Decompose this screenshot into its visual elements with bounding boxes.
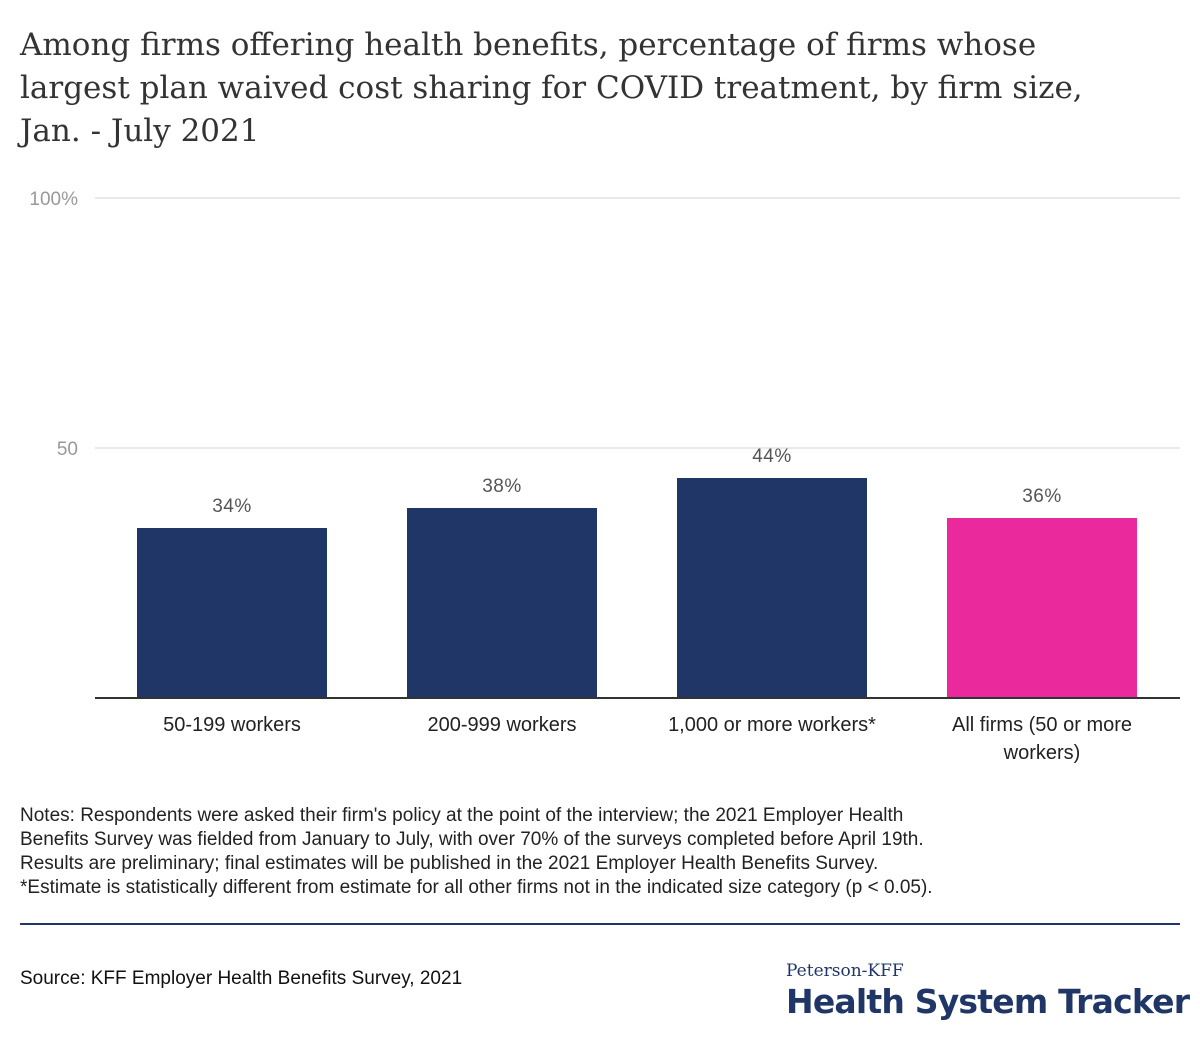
bar — [947, 518, 1137, 698]
data-label: 34% — [212, 496, 252, 517]
brand-logo: Peterson-KFF Health System Tracker — [786, 960, 1190, 1022]
x-tick-label: 200-999 workers — [428, 714, 577, 736]
chart-title-line: Among firms offering health benefits, pe… — [20, 27, 1037, 63]
logo-subtitle: Peterson-KFF — [786, 961, 904, 981]
chart-notes: Notes: Respondents were asked their firm… — [20, 804, 1190, 900]
chart-title-line: largest plan waived cost sharing for COV… — [20, 70, 1083, 106]
source-note: Source: KFF Employer Health Benefits Sur… — [20, 968, 463, 989]
x-tick-label: workers) — [1003, 742, 1081, 764]
logo-title: Health System Tracker — [786, 982, 1190, 1021]
bar — [407, 508, 597, 698]
chart-title: Among firms offering health benefits, pe… — [20, 24, 1180, 153]
divider-rule — [20, 923, 1180, 925]
bar — [137, 528, 327, 698]
chart-title-line: Jan. - July 2021 — [20, 113, 260, 149]
notes-line: Notes: Respondents were asked their firm… — [20, 805, 904, 826]
x-tick-label: 1,000 or more workers* — [668, 714, 876, 736]
notes-line: Benefits Survey was fielded from January… — [20, 829, 924, 850]
bar-chart: 50 100% 34% 50-199 workers 38% 200-999 worker… — [29, 189, 1180, 764]
x-tick-label: All firms (50 or more — [952, 714, 1132, 736]
notes-line: *Estimate is statistically different fro… — [20, 877, 933, 898]
y-tick-label: 50 — [57, 439, 78, 460]
data-label: 36% — [1022, 486, 1062, 507]
data-label: 44% — [752, 446, 792, 467]
bar — [677, 478, 867, 698]
x-tick-label: 50-199 workers — [163, 714, 301, 736]
y-tick-label: 100% — [29, 189, 78, 210]
data-label: 38% — [482, 476, 522, 497]
notes-line: Results are preliminary; final estimates… — [20, 853, 879, 874]
